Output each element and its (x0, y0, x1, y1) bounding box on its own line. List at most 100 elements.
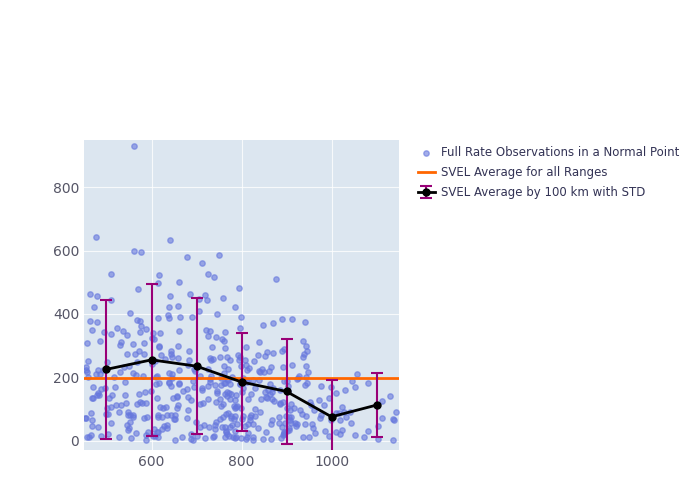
Full Rate Observations in a Normal Point (173, 354, 184, 362)
Full Rate Observations in a Normal Point (174, 380, 185, 388)
Full Rate Observations in a Normal Point (164, 236, 175, 244)
Full Rate Observations in a Normal Point (106, 420, 117, 428)
Full Rate Observations in a Normal Point (287, 362, 298, 370)
Full Rate Observations in a Normal Point (223, 376, 234, 384)
Full Rate Observations in a Normal Point (105, 403, 116, 411)
Full Rate Observations in a Normal Point (204, 354, 215, 362)
Full Rate Observations in a Normal Point (216, 335, 228, 343)
Full Rate Observations in a Normal Point (224, 424, 235, 432)
Full Rate Observations in a Normal Point (244, 416, 256, 424)
Full Rate Observations in a Normal Point (147, 432, 158, 440)
Full Rate Observations in a Normal Point (202, 296, 213, 304)
Full Rate Observations in a Normal Point (146, 334, 158, 342)
Full Rate Observations in a Normal Point (376, 414, 387, 422)
Full Rate Observations in a Normal Point (308, 406, 319, 414)
Full Rate Observations in a Normal Point (309, 429, 321, 437)
Full Rate Observations in a Normal Point (247, 436, 258, 444)
Full Rate Observations in a Normal Point (330, 390, 342, 398)
Full Rate Observations in a Normal Point (241, 378, 253, 386)
Full Rate Observations in a Normal Point (206, 344, 218, 351)
Full Rate Observations in a Normal Point (283, 382, 294, 390)
Full Rate Observations in a Normal Point (132, 358, 143, 366)
Full Rate Observations in a Normal Point (194, 423, 205, 431)
Full Rate Observations in a Normal Point (292, 374, 303, 382)
Full Rate Observations in a Normal Point (163, 311, 174, 319)
Full Rate Observations in a Normal Point (267, 319, 279, 327)
Full Rate Observations in a Normal Point (122, 408, 133, 416)
Full Rate Observations in a Normal Point (167, 370, 178, 378)
Full Rate Observations in a Normal Point (265, 436, 276, 444)
Full Rate Observations in a Normal Point (219, 390, 230, 398)
Full Rate Observations in a Normal Point (217, 414, 228, 422)
Full Rate Observations in a Normal Point (127, 340, 139, 347)
Full Rate Observations in a Normal Point (276, 315, 288, 323)
Full Rate Observations in a Normal Point (286, 412, 297, 420)
Full Rate Observations in a Normal Point (237, 412, 248, 420)
Full Rate Observations in a Normal Point (336, 426, 347, 434)
Full Rate Observations in a Normal Point (314, 414, 326, 422)
Full Rate Observations in a Normal Point (245, 390, 256, 398)
Full Rate Observations in a Normal Point (152, 372, 163, 380)
Full Rate Observations in a Normal Point (164, 314, 175, 322)
Full Rate Observations in a Normal Point (90, 370, 101, 378)
Full Rate Observations in a Normal Point (209, 426, 220, 434)
Full Rate Observations in a Normal Point (230, 392, 241, 400)
Full Rate Observations in a Normal Point (279, 419, 290, 427)
Full Rate Observations in a Normal Point (300, 318, 311, 326)
Full Rate Observations in a Normal Point (222, 392, 233, 400)
Full Rate Observations in a Normal Point (258, 435, 269, 443)
Full Rate Observations in a Normal Point (85, 317, 96, 325)
Full Rate Observations in a Normal Point (215, 374, 226, 382)
Full Rate Observations in a Normal Point (285, 420, 296, 428)
Full Rate Observations in a Normal Point (301, 347, 312, 355)
Full Rate Observations in a Normal Point (363, 379, 374, 387)
Full Rate Observations in a Normal Point (290, 422, 302, 430)
Full Rate Observations in a Normal Point (202, 270, 214, 278)
Full Rate Observations in a Normal Point (237, 376, 248, 384)
Full Rate Observations in a Normal Point (320, 428, 331, 436)
Full Rate Observations in a Normal Point (214, 353, 225, 361)
Full Rate Observations in a Normal Point (242, 420, 253, 428)
Full Rate Observations in a Normal Point (260, 393, 271, 401)
Full Rate Observations in a Normal Point (98, 366, 109, 374)
Full Rate Observations in a Normal Point (384, 392, 395, 400)
Full Rate Observations in a Normal Point (153, 342, 164, 350)
Full Rate Observations in a Normal Point (173, 278, 184, 285)
Full Rate Observations in a Normal Point (254, 367, 265, 375)
Full Rate Observations in a Normal Point (84, 434, 95, 442)
Full Rate Observations in a Normal Point (122, 410, 133, 418)
Full Rate Observations in a Normal Point (124, 362, 135, 370)
Full Rate Observations in a Normal Point (173, 366, 184, 374)
Full Rate Observations in a Normal Point (235, 312, 246, 320)
Full Rate Observations in a Normal Point (143, 428, 154, 436)
Full Rate Observations in a Normal Point (244, 412, 256, 420)
Full Rate Observations in a Normal Point (330, 428, 341, 436)
Full Rate Observations in a Normal Point (153, 413, 164, 421)
Full Rate Observations in a Normal Point (204, 326, 216, 334)
Full Rate Observations in a Normal Point (175, 313, 186, 321)
Full Rate Observations in a Normal Point (274, 413, 285, 421)
Full Rate Observations in a Normal Point (239, 422, 251, 430)
Full Rate Observations in a Normal Point (134, 318, 146, 326)
Full Rate Observations in a Normal Point (302, 380, 313, 388)
Full Rate Observations in a Normal Point (258, 368, 270, 376)
Full Rate Observations in a Normal Point (125, 434, 136, 442)
Full Rate Observations in a Normal Point (202, 394, 214, 402)
Full Rate Observations in a Normal Point (276, 424, 288, 432)
Full Rate Observations in a Normal Point (288, 404, 300, 412)
Full Rate Observations in a Normal Point (150, 373, 161, 381)
Full Rate Observations in a Normal Point (183, 406, 194, 413)
Full Rate Observations in a Normal Point (261, 348, 272, 356)
Full Rate Observations in a Normal Point (248, 356, 260, 364)
Full Rate Observations in a Normal Point (226, 412, 237, 420)
Full Rate Observations in a Normal Point (337, 403, 348, 411)
Full Rate Observations in a Normal Point (153, 280, 164, 287)
Full Rate Observations in a Normal Point (237, 384, 248, 392)
Full Rate Observations in a Normal Point (230, 432, 241, 440)
Full Rate Observations in a Normal Point (96, 386, 107, 394)
Full Rate Observations in a Normal Point (140, 436, 151, 444)
Full Rate Observations in a Normal Point (335, 430, 346, 438)
Full Rate Observations in a Normal Point (225, 390, 236, 398)
Full Rate Observations in a Normal Point (134, 348, 145, 356)
Full Rate Observations in a Normal Point (172, 302, 183, 310)
